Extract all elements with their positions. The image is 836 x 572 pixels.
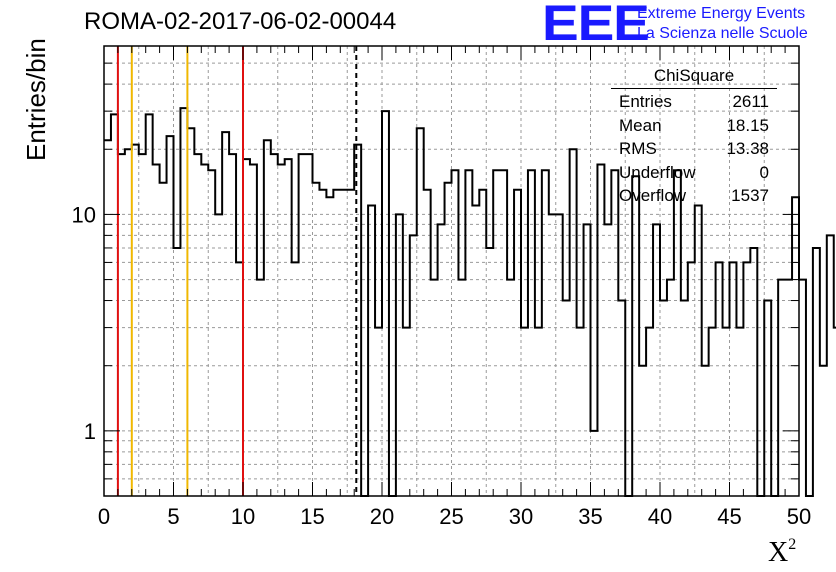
x-tick-label: 0 [98,504,110,529]
x-tick-label: 50 [787,504,811,529]
stats-label: Underflow [619,162,696,182]
stats-value: 2611 [732,92,769,111]
stats-title: ChiSquare [611,66,777,89]
x-axis-label: X2 [768,536,796,569]
stats-label: RMS [619,139,657,158]
stats-label: Entries [619,92,672,111]
x-tick-label: 45 [717,504,741,529]
stats-row-rms: RMS 13.38 [611,137,777,161]
logo-caption: Extreme Energy Events La Scienza nelle S… [637,4,808,44]
stats-value: 1537 [731,186,769,205]
x-tick-label: 5 [167,504,179,529]
eee-logo: EEE [542,0,650,51]
y-axis-label: Entries/bin [21,38,51,161]
y-tick-label: 10 [72,202,96,227]
logo-line-2: La Scienza nelle Scuole [637,25,808,42]
histogram-outline [104,107,836,497]
stats-value: 18.15 [726,115,769,135]
y-tick-label: 1 [84,419,96,444]
stats-row-underflow: Underflow 0 [611,161,777,185]
x-tick-label: 10 [231,504,255,529]
x-tick-label: 30 [509,504,533,529]
x-tick-label: 20 [370,504,394,529]
stats-box: ChiSquare Entries 2611 Mean 18.15 RMS 13… [611,66,777,208]
stats-row-entries: Entries 2611 [611,90,777,114]
run-title: ROMA-02-2017-06-02-00044 [84,8,397,35]
stats-value: 13.38 [726,139,769,158]
stats-row-mean: Mean 18.15 [611,114,777,138]
x-axis-label-base: X [768,537,789,568]
logo-line-1: Extreme Energy Events [637,5,806,22]
stats-value: 0 [759,162,769,182]
x-axis-label-sup: 2 [788,536,797,553]
x-tick-label: 35 [578,504,602,529]
stats-label: Mean [619,115,662,135]
x-tick-label: 40 [648,504,672,529]
x-tick-label: 25 [439,504,463,529]
x-tick-label: 15 [300,504,324,529]
stats-label: Overflow [619,186,687,205]
stats-row-overflow: Overflow 1537 [611,184,777,208]
